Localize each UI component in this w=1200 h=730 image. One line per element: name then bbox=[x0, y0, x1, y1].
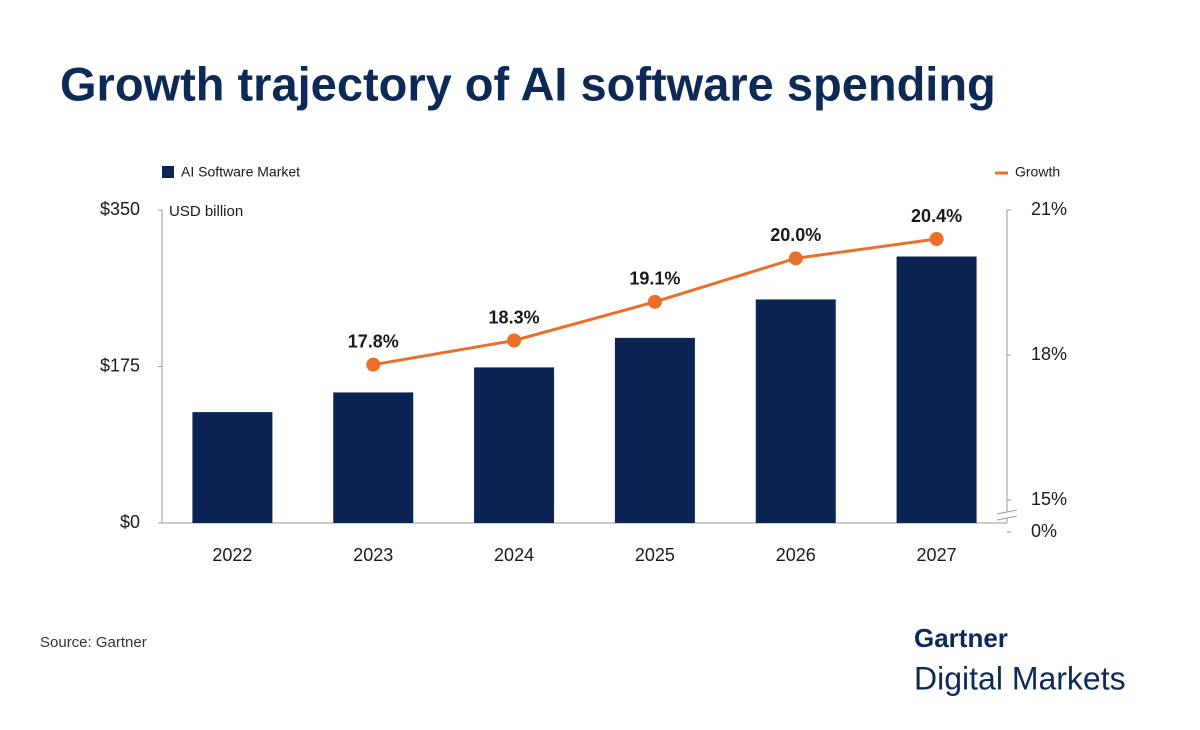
x-tick-label: 2026 bbox=[776, 545, 816, 565]
bar bbox=[755, 299, 836, 523]
legend-label: AI Software Market bbox=[181, 164, 300, 180]
y-tick-label: $175 bbox=[100, 355, 140, 375]
y2-tick-label: 21% bbox=[1031, 199, 1067, 219]
brand: Gartner bbox=[914, 623, 1008, 653]
line-point bbox=[507, 333, 522, 348]
x-tick-label: 2025 bbox=[635, 545, 675, 565]
bar bbox=[333, 392, 414, 523]
source: Source: Gartner bbox=[40, 634, 147, 651]
y2-tick-label: 0% bbox=[1031, 521, 1057, 541]
x-tick-label: 2022 bbox=[212, 545, 252, 565]
data-label: 18.3% bbox=[489, 307, 540, 327]
bar bbox=[474, 367, 555, 523]
bar bbox=[192, 412, 273, 523]
y2-tick-label: 18% bbox=[1031, 344, 1067, 364]
data-label: 17.8% bbox=[348, 331, 399, 351]
y-tick-label: $350 bbox=[100, 199, 140, 219]
brand-subtitle: Digital Markets bbox=[914, 660, 1126, 696]
x-tick-label: 2027 bbox=[917, 545, 957, 565]
line-point bbox=[929, 232, 944, 246]
axis-break bbox=[997, 512, 1017, 518]
x-tick-label: 2024 bbox=[494, 545, 534, 565]
data-label: 20.0% bbox=[770, 225, 821, 245]
axis-break-mark bbox=[996, 515, 1018, 521]
y-axis-label: USD billion bbox=[169, 203, 243, 220]
x-tick-label: 2023 bbox=[353, 545, 393, 565]
line-point bbox=[788, 251, 803, 266]
chart-title: Growth trajectory of AI software spendin… bbox=[60, 57, 996, 110]
line-point bbox=[647, 294, 662, 309]
bar bbox=[896, 256, 977, 523]
bar bbox=[614, 337, 695, 523]
y2-tick-label: 15% bbox=[1031, 489, 1067, 509]
line-point bbox=[366, 357, 381, 372]
y-tick-label: $0 bbox=[120, 512, 140, 532]
legend-swatch bbox=[162, 166, 174, 178]
data-label: 20.4% bbox=[911, 206, 962, 226]
data-label: 19.1% bbox=[629, 269, 680, 289]
legend-label: Growth bbox=[1015, 164, 1060, 180]
axis-break-mark bbox=[996, 509, 1018, 515]
